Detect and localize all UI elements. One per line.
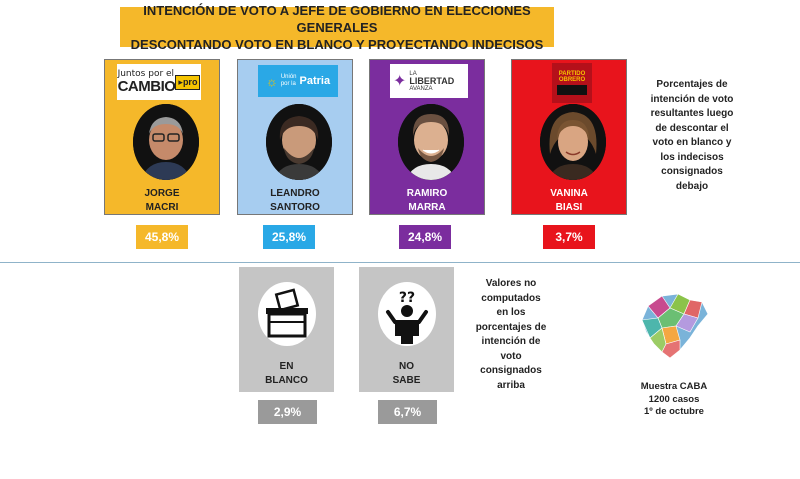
data-label-macri: 45,8% (136, 225, 188, 249)
title-line-1: INTENCIÓN DE VOTO A JEFE DE GOBIERNO EN … (143, 2, 531, 35)
data-label-dont-know: 6,7% (378, 400, 437, 424)
juntos-por-el-cambio-logo: Juntos por el CAMBIO ▸pro (117, 64, 201, 100)
excluded-label-line1: NO (399, 361, 414, 372)
caba-map-icon (641, 293, 709, 359)
note-bottom-line: consignados (480, 365, 542, 376)
note-bottom-line: computados (481, 292, 541, 304)
candidate-photo-marra (398, 104, 464, 180)
svg-text:??: ?? (399, 290, 415, 306)
candidate-card-macri: Juntos por el CAMBIO ▸pro JORGE MACRI (104, 59, 220, 215)
candidate-photo-santoro (266, 104, 332, 180)
partido-obrero-logo: PARTIDO OBRERO (552, 63, 592, 103)
data-label-santoro: 25,8% (263, 225, 315, 249)
note-bottom-line: intención de (481, 336, 541, 347)
title-line-2: DESCONTANDO VOTO EN BLANCO Y PROYECTANDO… (130, 36, 544, 52)
note-bottom-line: Valores no (485, 278, 537, 289)
note-top: Porcentajes de intención de voto resultant… (636, 78, 748, 194)
candidate-name-macri: JORGE MACRI (144, 188, 180, 213)
pro-badge: ▸pro (175, 74, 201, 90)
data-label-marra: 24,8% (399, 225, 451, 249)
note-top-line: debajo (675, 180, 709, 192)
sample-note: Muestra CABA 1200 casos 1º de octubre (626, 381, 722, 419)
excluded-label-line1: EN (279, 361, 294, 372)
data-label-blank: 2,9% (258, 400, 317, 424)
sun-icon: ☼ (265, 73, 278, 89)
candidate-card-santoro: ☼ Unión por la Patria LEANDRO SANTORO (237, 59, 353, 215)
excluded-card-blank: EN BLANCO (239, 267, 334, 392)
chart-title: INTENCIÓN DE VOTO A JEFE DE GOBIERNO EN … (120, 3, 554, 52)
divider-line (0, 262, 800, 263)
note-top-line: Porcentajes de (656, 79, 728, 90)
note-bottom: Valores no computados en los porcentajes de… (461, 277, 561, 393)
note-top-line: de descontar el (655, 122, 729, 134)
question-person-icon: ?? (386, 290, 428, 344)
note-top-line: resultantes luego (650, 108, 734, 119)
note-bottom-line: voto (500, 350, 522, 362)
excluded-label-line2: BLANCO (265, 375, 308, 386)
note-bottom-line: porcentajes de (475, 321, 547, 333)
ballot-box-icon (266, 288, 308, 338)
data-label-biasi: 3,7% (543, 225, 595, 249)
candidate-photo-biasi (540, 104, 606, 180)
note-bottom-line: arriba (497, 379, 525, 391)
excluded-label-line2: SABE (392, 375, 421, 386)
excluded-card-dont-know: ?? NO SABE (359, 267, 454, 392)
note-bottom-line: en los (496, 307, 526, 318)
sample-note-line: Muestra CABA (640, 381, 708, 392)
lion-icon: ✦ (393, 73, 407, 90)
la-libertad-avanza-logo: ✦ LA LIBERTAD AVANZA (390, 64, 468, 98)
frente-de-izquierda-badge (557, 85, 587, 95)
sample-note-line: 1200 casos (648, 393, 700, 405)
note-top-line: intención de voto (650, 93, 734, 105)
candidate-card-marra: ✦ LA LIBERTAD AVANZA RAMIRO MARRA (369, 59, 485, 215)
candidate-name-biasi: VANINA BIASI (550, 188, 588, 213)
candidate-card-biasi: PARTIDO OBRERO VANINA BIASI (511, 59, 627, 215)
candidate-name-santoro: LEANDRO SANTORO (270, 188, 320, 213)
candidate-name-marra: RAMIRO MARRA (406, 188, 448, 213)
note-top-line: los indecisos (660, 151, 724, 163)
union-por-la-patria-logo: ☼ Unión por la Patria (258, 65, 338, 97)
candidate-photo-macri (133, 104, 199, 180)
sample-note-line: 1º de octubre (644, 406, 704, 417)
note-top-line: consignados (661, 166, 723, 177)
note-top-line: voto en blanco y (652, 137, 732, 148)
